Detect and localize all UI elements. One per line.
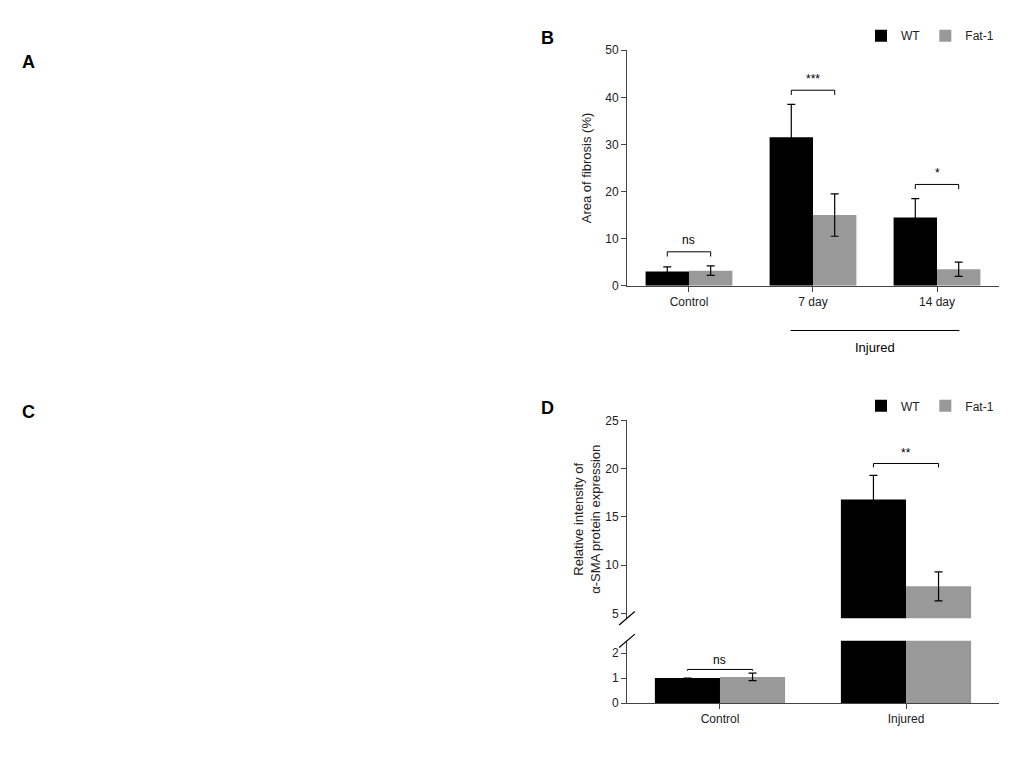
svg-text:A: A bbox=[22, 52, 35, 72]
svg-text:50: 50 bbox=[605, 43, 619, 57]
svg-text:Control: Control bbox=[701, 712, 740, 726]
svg-text:7 day: 7 day bbox=[798, 295, 827, 309]
svg-text:Injured: Injured bbox=[888, 712, 925, 726]
svg-text:*: * bbox=[935, 166, 940, 180]
svg-text:ns: ns bbox=[713, 653, 726, 667]
svg-text:0: 0 bbox=[612, 279, 619, 293]
svg-text:30: 30 bbox=[605, 138, 619, 152]
svg-text:2: 2 bbox=[612, 646, 619, 660]
svg-text:B: B bbox=[541, 28, 554, 48]
svg-text:20: 20 bbox=[605, 185, 619, 199]
svg-text:C: C bbox=[22, 402, 35, 422]
svg-text:Fat-1: Fat-1 bbox=[965, 400, 993, 414]
svg-text:WT: WT bbox=[901, 29, 920, 43]
svg-text:Injured: Injured bbox=[855, 340, 895, 355]
svg-text:5: 5 bbox=[612, 607, 619, 621]
svg-text:20: 20 bbox=[605, 462, 619, 476]
svg-text:D: D bbox=[541, 398, 554, 418]
svg-text:10: 10 bbox=[605, 232, 619, 246]
svg-text:40: 40 bbox=[605, 91, 619, 105]
svg-text:***: *** bbox=[806, 72, 820, 86]
svg-text:Relative intensity ofα-SMA pro: Relative intensity ofα-SMA protein expre… bbox=[571, 445, 603, 594]
svg-text:**: ** bbox=[901, 446, 911, 460]
svg-text:0: 0 bbox=[612, 696, 619, 710]
svg-text:Fat-1: Fat-1 bbox=[965, 29, 993, 43]
svg-text:15: 15 bbox=[605, 510, 619, 524]
svg-text:1: 1 bbox=[612, 671, 619, 685]
svg-text:Control: Control bbox=[670, 295, 709, 309]
svg-text:14 day: 14 day bbox=[919, 295, 955, 309]
svg-text:25: 25 bbox=[605, 414, 619, 428]
svg-text:10: 10 bbox=[605, 558, 619, 572]
svg-text:ns: ns bbox=[682, 233, 695, 247]
svg-text:WT: WT bbox=[901, 400, 920, 414]
svg-text:Area of fibrosis (%): Area of fibrosis (%) bbox=[579, 113, 594, 224]
